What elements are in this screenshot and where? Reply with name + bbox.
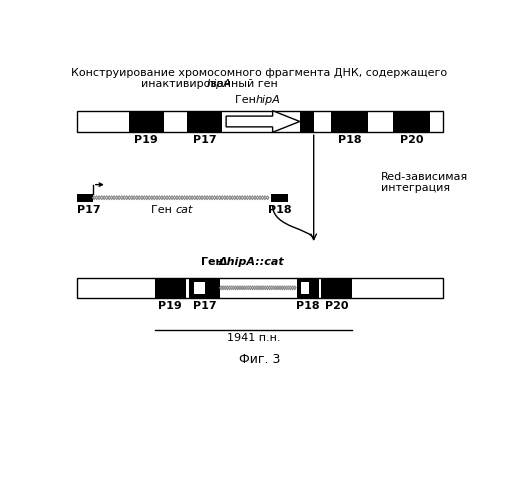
Text: Фиг. 3: Фиг. 3 <box>239 353 280 366</box>
Bar <box>155 278 186 298</box>
Bar <box>78 111 443 132</box>
Bar <box>393 111 430 132</box>
Bar <box>188 111 222 132</box>
Text: P18: P18 <box>297 301 320 311</box>
Text: инактивированный ген: инактивированный ген <box>141 79 281 89</box>
Text: hipA: hipA <box>256 95 280 105</box>
Text: P20: P20 <box>400 135 423 145</box>
Text: P18: P18 <box>268 205 292 215</box>
Text: P19: P19 <box>134 135 158 145</box>
Bar <box>301 281 309 294</box>
Text: P17: P17 <box>78 205 101 215</box>
Bar <box>78 278 443 298</box>
Text: Ген: Ген <box>152 205 176 215</box>
Polygon shape <box>226 111 300 132</box>
Bar <box>78 194 93 202</box>
Text: P17: P17 <box>193 301 216 311</box>
Text: P20: P20 <box>325 301 349 311</box>
Text: cat: cat <box>176 205 193 215</box>
Text: Ген: Ген <box>201 257 227 267</box>
Text: 1941 п.н.: 1941 п.н. <box>227 333 280 343</box>
Bar <box>331 111 368 132</box>
Bar <box>300 111 314 132</box>
Text: P17: P17 <box>193 135 216 145</box>
Text: Red-зависимая
интеграция: Red-зависимая интеграция <box>381 172 468 193</box>
Bar <box>271 194 288 202</box>
Text: ΔhipA::cat: ΔhipA::cat <box>219 257 284 267</box>
Bar <box>194 281 205 294</box>
Text: Конструирование хромосомного фрагмента ДНК, содержащего: Конструирование хромосомного фрагмента Д… <box>71 67 448 78</box>
Text: P19: P19 <box>159 301 182 311</box>
Bar <box>189 278 220 298</box>
Bar <box>129 111 164 132</box>
Text: P18: P18 <box>338 135 361 145</box>
Text: Ген: Ген <box>235 95 260 105</box>
Text: hipA.: hipA. <box>207 79 235 89</box>
Bar <box>298 278 319 298</box>
Bar <box>321 278 352 298</box>
